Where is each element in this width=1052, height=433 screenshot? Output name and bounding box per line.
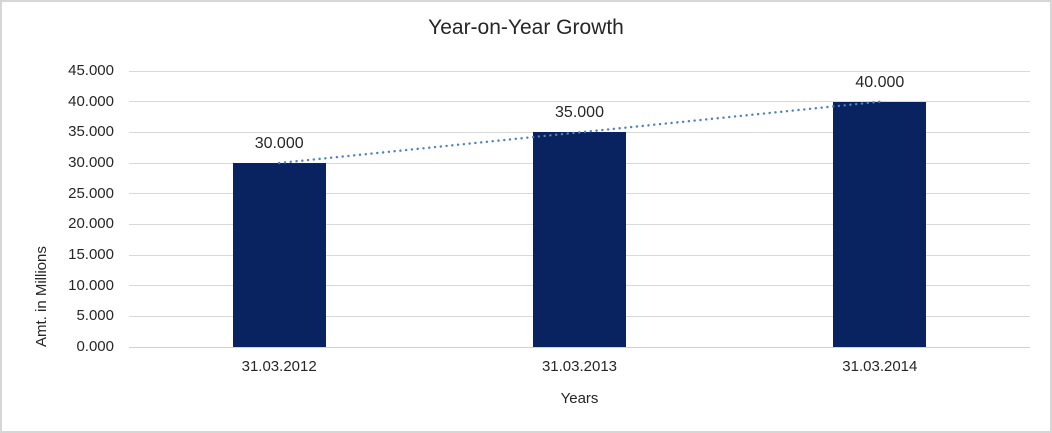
y-tick-label: 0.000 [76,338,114,355]
y-tick-label: 20.000 [68,215,114,233]
bar-value-label: 40.000 [855,73,905,91]
bar [232,163,326,347]
y-axis-title: Amt. in Millions [33,246,50,347]
y-tick-label: 10.000 [68,276,114,294]
x-tick-label: 31.03.2012 [241,358,317,375]
bar-value-label: 35.000 [555,104,604,122]
bar [533,132,626,347]
x-axis-line [129,346,1030,348]
y-tick-label: 5.000 [76,307,114,325]
y-tick-label: 45.000 [68,62,114,79]
x-tick-label: 31.03.2013 [541,358,618,375]
bar [833,101,927,347]
gridline [129,70,1030,72]
bar-value-label: 30.000 [254,135,304,152]
y-tick-label: 40.000 [68,92,114,110]
x-tick-label: 31.03.2014 [842,358,918,375]
y-tick-label: 35.000 [68,123,114,141]
chart-title: Year-on-Year Growth [428,16,624,39]
y-tick-label: 15.000 [68,246,114,263]
x-axis-title: Years [560,390,599,407]
y-tick-label: 30.000 [68,154,114,171]
y-tick-label: 25.000 [68,184,114,202]
